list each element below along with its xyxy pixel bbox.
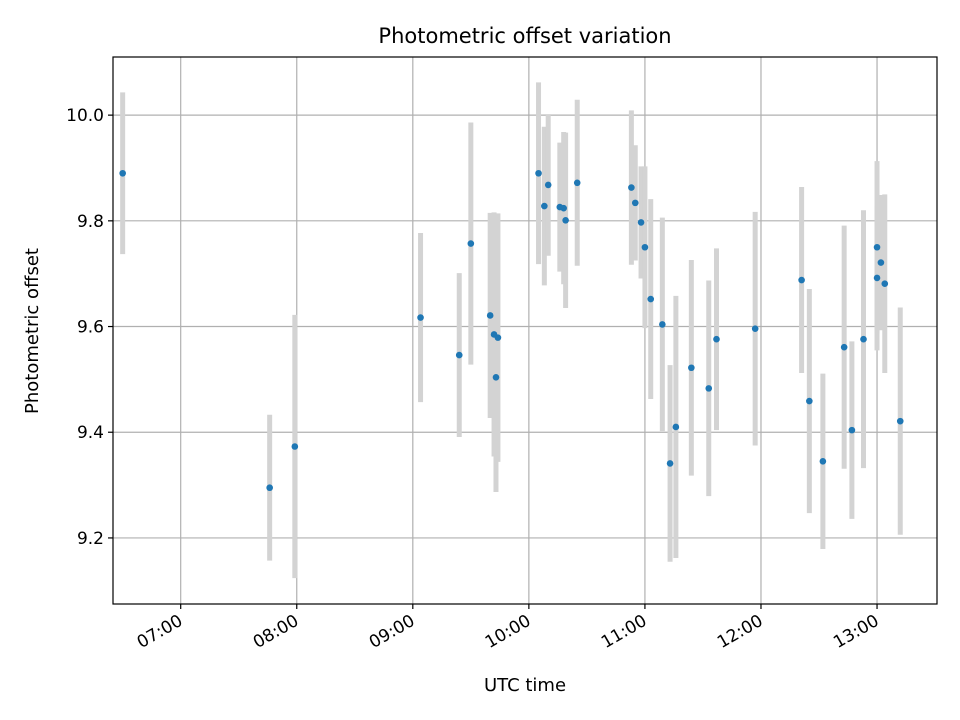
data-point xyxy=(860,335,867,343)
data-point xyxy=(873,274,881,282)
data-point xyxy=(291,443,299,450)
data-point xyxy=(573,179,581,187)
x-tick-label: 07:00 xyxy=(134,611,186,653)
data-point xyxy=(560,204,567,212)
data-point xyxy=(873,243,881,251)
data-point xyxy=(806,397,813,405)
x-axis-ticks: 07:00 08:00 09:00 10:00 11:00 12:00 13:00 xyxy=(134,604,883,653)
data-point xyxy=(896,417,904,425)
y-tick-label: 9.2 xyxy=(77,529,104,549)
y-tick-label: 9.8 xyxy=(77,212,104,232)
y-tick-label: 9.4 xyxy=(77,423,104,443)
data-point xyxy=(688,364,695,372)
data-point xyxy=(637,219,645,226)
y-axis-ticks: 9.2 9.4 9.6 9.8 10.0 xyxy=(66,106,113,549)
data-point xyxy=(666,460,674,467)
data-point xyxy=(486,312,494,319)
x-tick-label: 13:00 xyxy=(830,611,882,653)
data-point xyxy=(562,217,569,224)
x-tick-label: 10:00 xyxy=(482,611,534,653)
data-point xyxy=(544,181,552,189)
y-tick-label: 10.0 xyxy=(66,106,104,126)
data-point xyxy=(659,321,666,328)
data-point xyxy=(877,259,885,266)
data-point xyxy=(541,202,548,210)
data-points xyxy=(119,169,904,492)
data-point xyxy=(628,184,635,191)
y-axis-label: Photometric offset xyxy=(22,248,43,414)
data-point xyxy=(840,343,848,351)
data-point xyxy=(467,240,475,247)
data-point xyxy=(494,334,502,341)
data-point xyxy=(751,325,759,332)
data-point xyxy=(119,169,126,177)
data-point xyxy=(647,295,655,303)
data-point xyxy=(672,423,680,431)
data-point xyxy=(705,385,713,392)
x-tick-label: 11:00 xyxy=(598,611,650,653)
data-point xyxy=(713,335,720,343)
x-axis-label: UTC time xyxy=(484,675,566,696)
data-point xyxy=(455,351,463,359)
x-tick-label: 09:00 xyxy=(366,611,418,653)
data-point xyxy=(266,484,273,492)
x-tick-label: 08:00 xyxy=(250,611,302,653)
error-bars xyxy=(120,82,903,579)
data-point xyxy=(848,426,856,434)
data-point xyxy=(492,373,500,381)
plot-frame xyxy=(112,56,938,605)
data-point xyxy=(798,276,805,284)
data-point xyxy=(535,169,542,177)
x-tick-label: 12:00 xyxy=(714,611,766,653)
y-tick-label: 9.6 xyxy=(77,318,104,338)
chart-title: Photometric offset variation xyxy=(378,24,671,48)
data-point xyxy=(881,280,889,288)
data-point xyxy=(417,314,424,321)
data-point xyxy=(819,458,827,465)
data-point xyxy=(631,199,639,207)
grid xyxy=(113,57,937,604)
data-point xyxy=(641,243,649,251)
